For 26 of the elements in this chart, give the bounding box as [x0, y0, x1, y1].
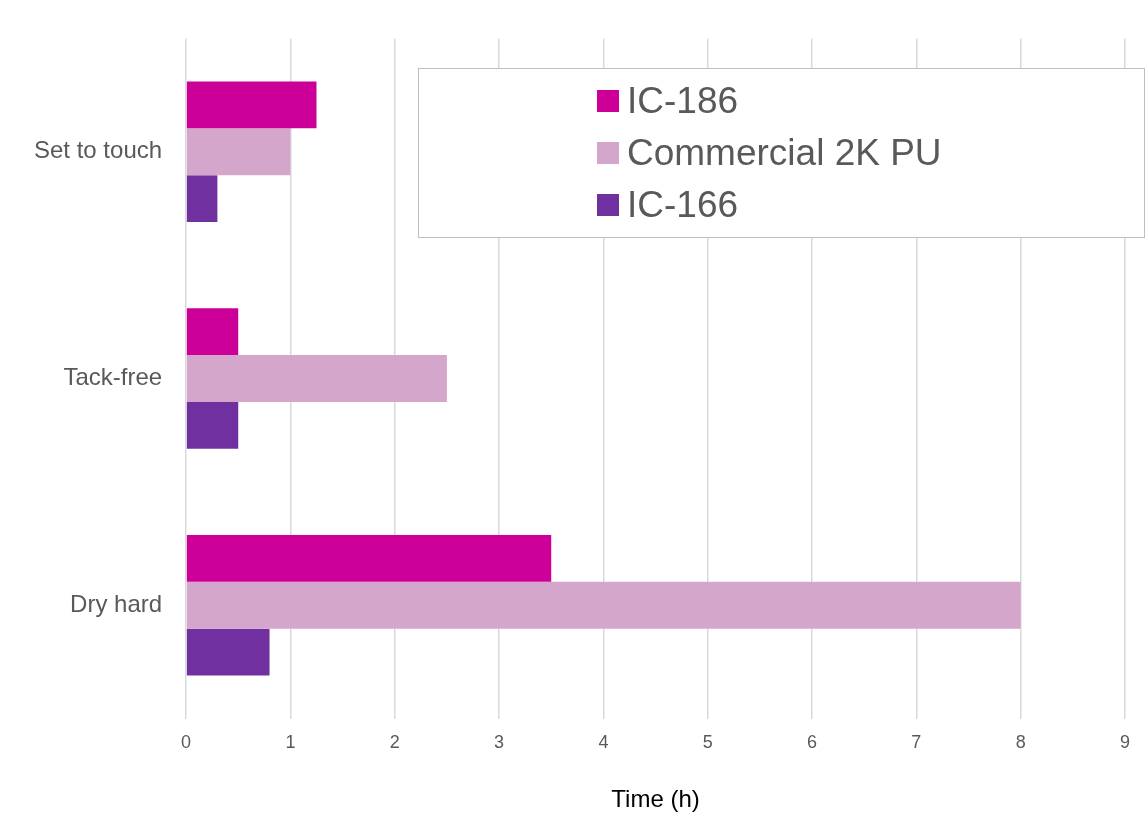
bar [186, 81, 317, 129]
x-tick-label: 2 [389, 732, 400, 753]
x-tick-label: 0 [181, 732, 192, 753]
x-tick-label: 6 [807, 732, 818, 753]
y-tick-label: Set to touch [33, 136, 163, 164]
x-tick-label: 3 [494, 732, 505, 753]
x-axis-title: Time (h) [611, 785, 700, 813]
x-tick-label: 7 [911, 732, 922, 753]
x-tick-label: 4 [598, 732, 609, 753]
x-tick-label: 1 [285, 732, 296, 753]
x-tick-label: 9 [1119, 732, 1131, 753]
legend-label: IC-166 [627, 183, 739, 227]
legend-label: IC-186 [627, 79, 739, 123]
bar [186, 534, 552, 582]
y-tick-label: Dry hard [70, 589, 163, 617]
bar [186, 581, 1021, 629]
bar [186, 128, 291, 176]
bar [186, 355, 447, 402]
x-tick-label: 5 [702, 732, 713, 753]
bar [186, 175, 218, 223]
bar [186, 628, 270, 676]
legend-label: Commercial 2K PU [627, 131, 942, 175]
x-tick-label: 8 [1015, 732, 1026, 753]
y-tick-label: Tack-free [63, 363, 163, 391]
bar [186, 308, 239, 356]
bar [186, 401, 239, 449]
